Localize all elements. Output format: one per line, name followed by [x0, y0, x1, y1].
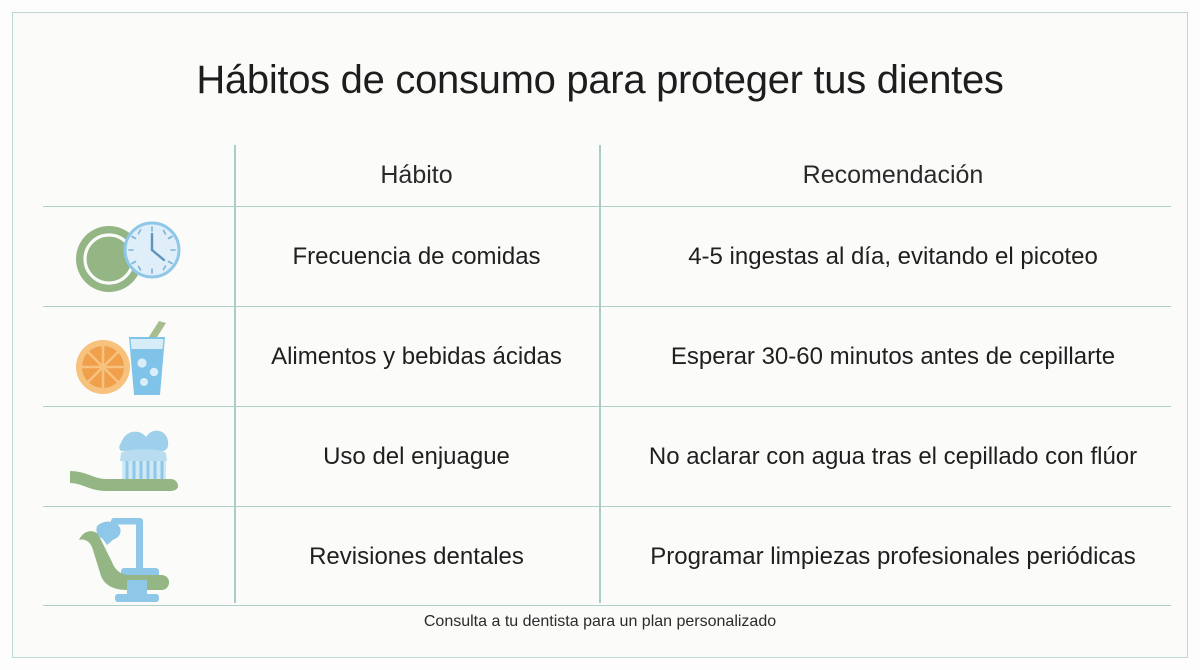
row-habit-cell: Alimentos y bebidas ácidas [271, 343, 562, 370]
row-divider-3 [43, 506, 1171, 508]
row-recommendation-cell: No aclarar con agua tras el cepillado co… [648, 443, 1138, 470]
header-cell-habit: Hábito [380, 161, 453, 189]
row-divider-4 [43, 605, 1171, 607]
table-row: Uso del enjuague No aclarar con agua tra… [13, 407, 1187, 507]
column-divider-1 [234, 145, 236, 603]
dental-chair-icon [69, 512, 185, 602]
row-icon-cell [13, 307, 234, 407]
header-cell-recommendation: Recomendación [802, 161, 984, 189]
orange-slice-drink-icon [69, 315, 185, 399]
table-row: Revisiones dentales Programar limpiezas … [13, 507, 1187, 607]
page-title: Hábitos de consumo para proteger tus die… [196, 58, 1004, 102]
row-recommendation-cell: Esperar 30-60 minutos antes de cepillart… [670, 343, 1116, 370]
footer-note: Consulta a tu dentista para un plan pers… [423, 613, 777, 630]
row-recommendation-cell: 4-5 ingestas al día, evitando el picoteo [688, 243, 1098, 270]
row-icon-cell [13, 507, 234, 607]
row-recommendation-cell: Programar limpiezas profesionales periód… [650, 543, 1136, 570]
row-icon-cell [13, 207, 234, 307]
plate-clock-icon [69, 217, 185, 297]
table-header-row: Hábito Recomendación [13, 145, 1187, 206]
row-habit-cell: Revisiones dentales [309, 543, 524, 570]
table-row: Alimentos y bebidas ácidas Esperar 30-60… [13, 307, 1187, 407]
toothbrush-icon [66, 417, 188, 497]
header-cell-icon [13, 145, 234, 206]
table-row: Frecuencia de comidas 4-5 ingestas al dí… [13, 207, 1187, 307]
row-icon-cell [13, 407, 234, 507]
column-divider-2 [599, 145, 601, 603]
row-habit-cell: Frecuencia de comidas [292, 243, 541, 270]
row-divider-header [43, 206, 1171, 208]
row-habit-cell: Uso del enjuague [323, 443, 510, 470]
habits-table: Hábito Recomendación [13, 141, 1187, 607]
row-divider-2 [43, 406, 1171, 408]
row-divider-1 [43, 306, 1171, 308]
